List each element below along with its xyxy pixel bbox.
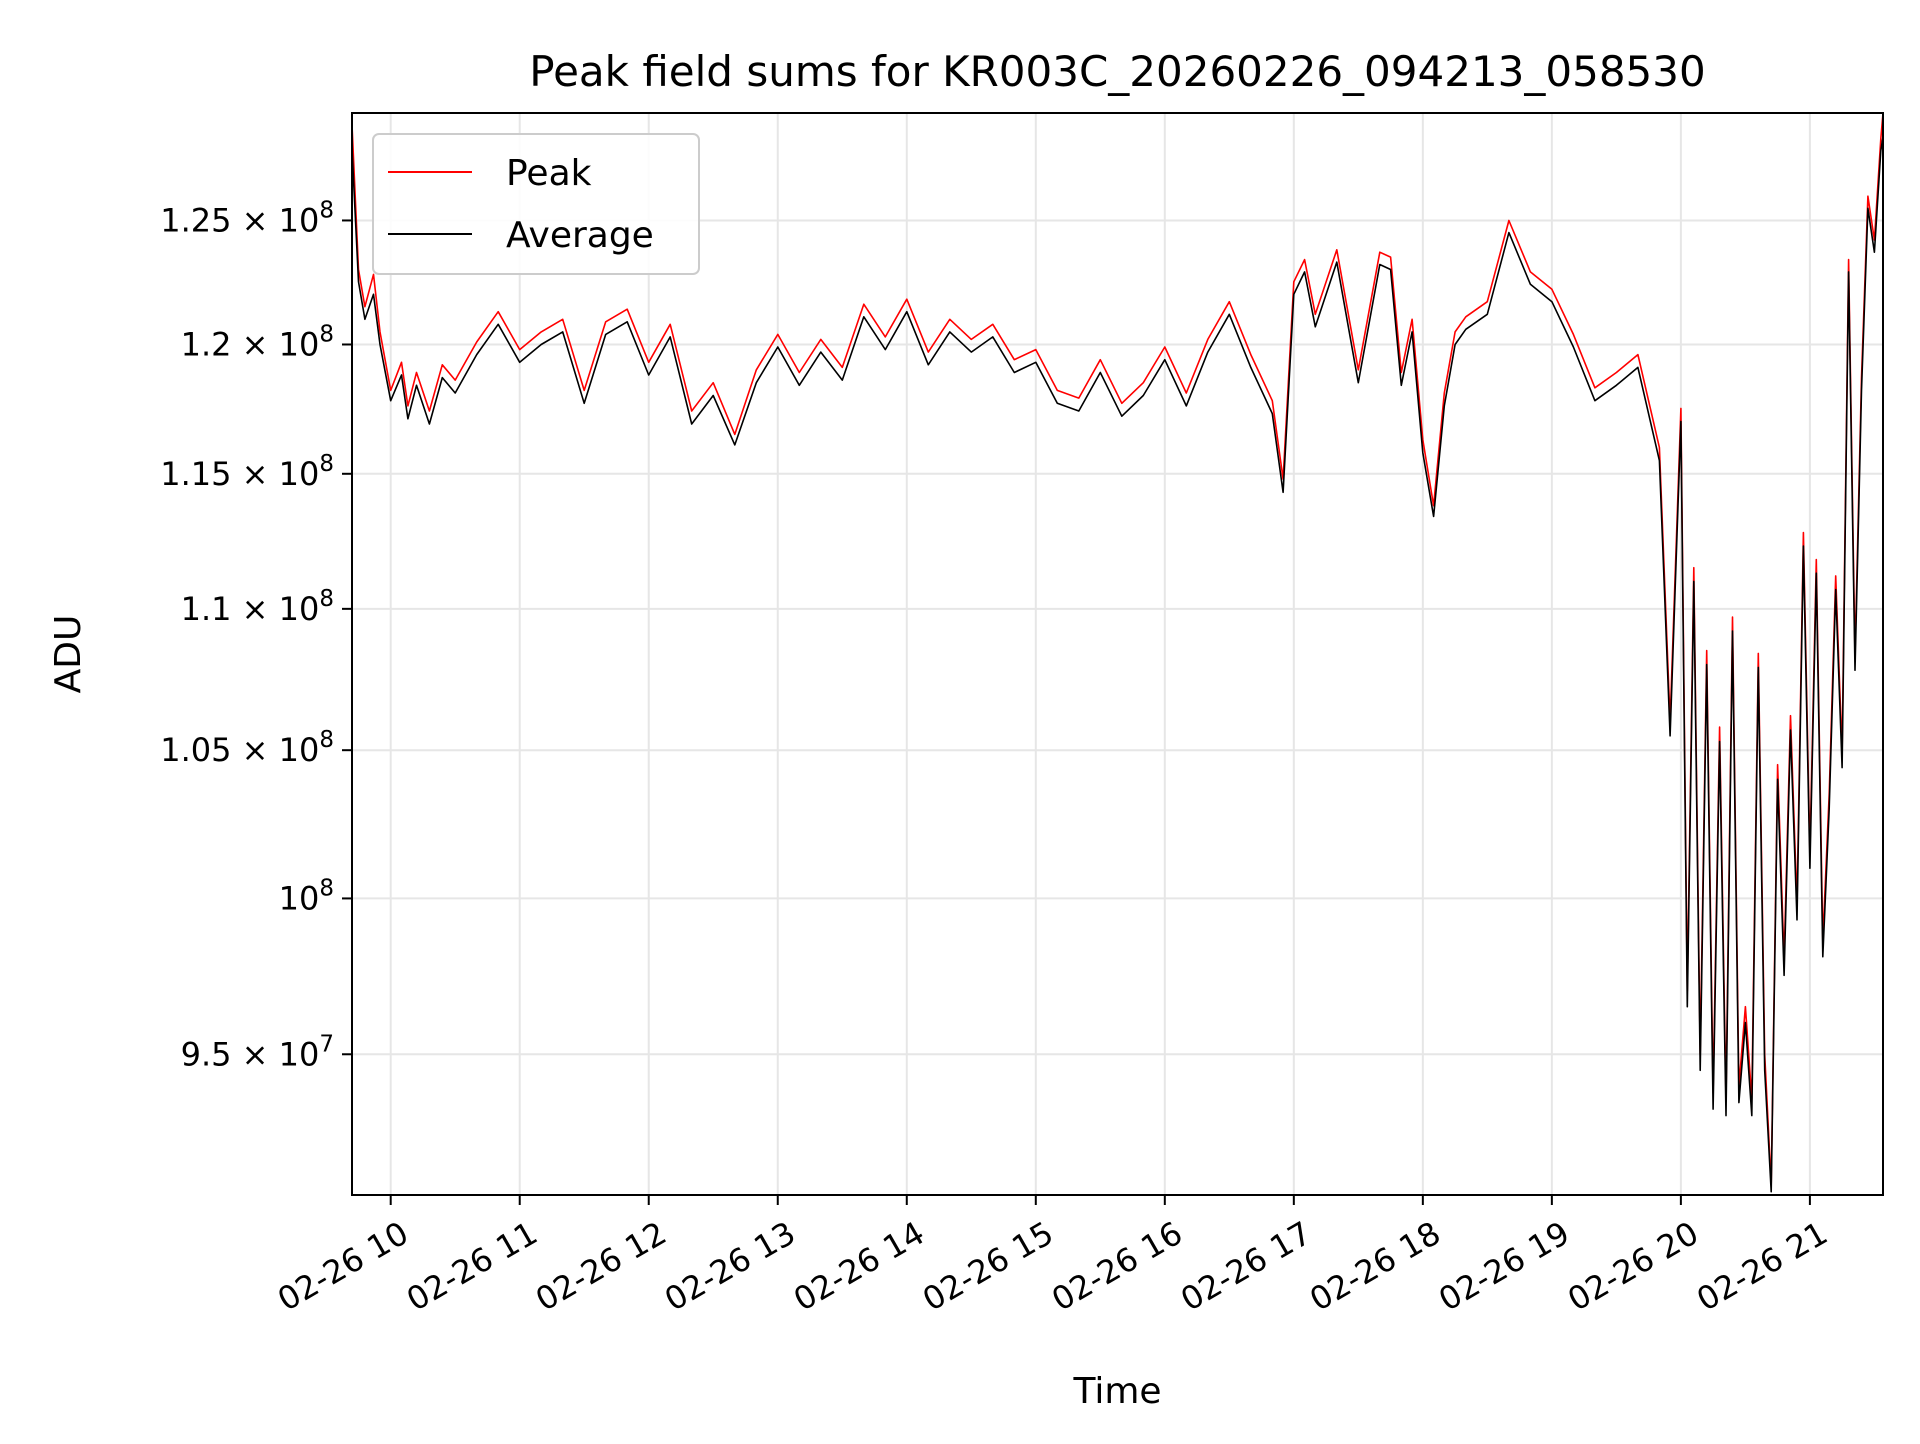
series-layer (351, 112, 1884, 1193)
grid-layer (352, 113, 1883, 1195)
y-tick-label: 1.15 × 108 (160, 451, 334, 493)
y-tick-label: 1.25 × 108 (160, 197, 334, 239)
y-tick-label: 1.1 × 108 (181, 586, 334, 628)
legend-box (372, 133, 700, 275)
chart-title: Peak field sums for KR003C_20260226_0942… (529, 47, 1705, 96)
y-axis-label: ADU (48, 615, 89, 694)
y-tick-label: 108 (279, 875, 334, 917)
x-axis-label: Time (1072, 1371, 1161, 1412)
legend-label-average: Average (506, 215, 654, 256)
y-tick-label: 9.5 × 107 (181, 1031, 334, 1073)
legend-label-peak: Peak (506, 153, 592, 194)
legend: Peak Average (372, 133, 700, 275)
y-tick-label: 1.2 × 108 (181, 321, 334, 363)
plot-frame (351, 112, 1884, 1196)
series-line-average (351, 136, 1884, 1193)
y-tick-label: 1.05 × 108 (160, 727, 334, 769)
